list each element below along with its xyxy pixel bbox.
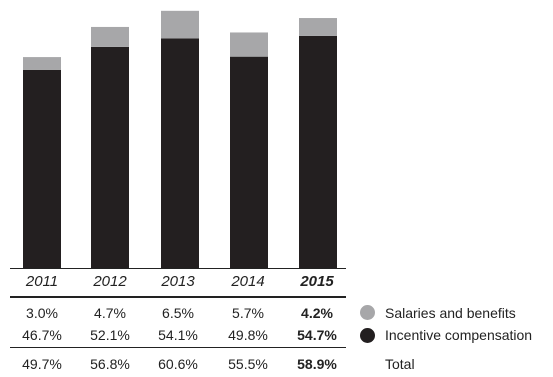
legend-label-total: Total: [385, 356, 415, 372]
legend-swatch-incentive: [360, 328, 375, 343]
baseline-rule: [10, 268, 346, 269]
incentive-2011: 46.7%: [22, 327, 62, 343]
total-2011: 49.7%: [22, 356, 62, 372]
total-2013: 60.6%: [158, 356, 198, 372]
total-rule: [10, 347, 346, 348]
bar-salaries-2012: [91, 26, 129, 47]
salaries-2011: 3.0%: [26, 305, 58, 321]
salaries-2012: 4.7%: [94, 305, 126, 321]
year-label-2011: 2011: [25, 273, 59, 290]
incentive-2014: 49.8%: [228, 327, 268, 343]
incentive-2015: 54.7%: [297, 327, 337, 343]
bar-incentive-2014: [230, 56, 268, 269]
bar-salaries-2015: [299, 18, 337, 36]
legend-swatch-salaries: [360, 305, 375, 320]
total-2015: 58.9%: [297, 356, 337, 372]
bar-incentive-2012: [91, 46, 129, 268]
bar-salaries-2014: [230, 32, 268, 57]
total-2014: 55.5%: [228, 356, 268, 372]
year-label-2012: 2012: [93, 273, 127, 290]
year-label-2015: 2015: [300, 273, 334, 290]
bar-incentive-2013: [161, 38, 199, 268]
bar-incentive-2015: [299, 35, 337, 268]
salaries-2014: 5.7%: [232, 305, 264, 321]
bar-salaries-2013: [161, 10, 199, 39]
incentive-2012: 52.1%: [90, 327, 130, 343]
salaries-2013: 6.5%: [162, 305, 194, 321]
year-label-2014: 2014: [231, 273, 265, 290]
legend-label-salaries: Salaries and benefits: [385, 305, 516, 321]
total-2012: 56.8%: [90, 356, 130, 372]
year-label-2013: 2013: [161, 273, 195, 290]
table-top-rule: [10, 296, 346, 298]
bar-incentive-2011: [23, 69, 61, 268]
salaries-2015: 4.2%: [301, 305, 333, 321]
bar-salaries-2011: [23, 57, 61, 70]
incentive-2013: 54.1%: [158, 327, 198, 343]
legend-label-incentive: Incentive compensation: [385, 327, 533, 343]
